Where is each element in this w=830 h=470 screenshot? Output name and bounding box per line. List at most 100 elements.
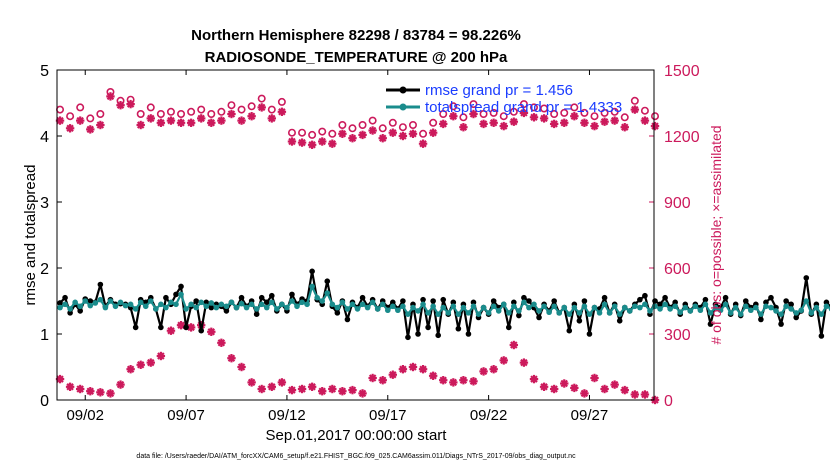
obs-assimilated-marker	[156, 118, 166, 127]
obs-assimilated-marker	[640, 116, 650, 125]
obs-possible-marker	[308, 130, 317, 139]
legend-rmse-label: rmse grand pr = 1.456	[425, 82, 573, 99]
totalspread-point	[92, 300, 99, 306]
rmse-point	[536, 314, 542, 321]
totalspread-point	[354, 306, 361, 312]
rmse-point	[263, 299, 270, 306]
obs-assimilated-marker	[307, 382, 317, 391]
obs-assimilated-marker	[328, 139, 337, 148]
obs-assimilated-marker	[146, 114, 155, 123]
obs-assimilated-marker	[449, 112, 458, 121]
totalspread-point	[57, 304, 63, 311]
plot-frame	[56, 69, 655, 401]
rmse-point	[465, 331, 472, 337]
obs-assimilated-marker	[348, 134, 357, 143]
obs-assimilated-marker	[549, 384, 559, 394]
obs-possible-marker	[640, 106, 649, 115]
obs-assimilated-marker	[439, 376, 448, 385]
obs-assimilated-marker	[96, 388, 105, 397]
y-left-tick-label: 3	[40, 195, 49, 212]
totalspread-point	[808, 310, 815, 316]
totalspread-point	[339, 299, 346, 306]
y-right-tick-label: 300	[664, 327, 691, 344]
rmse-point	[763, 299, 769, 306]
totalspread-point	[742, 303, 749, 310]
data-file-footnote: data file: /Users/raeder/DAI/ATM_forcXX/…	[136, 453, 576, 460]
totalspread-point	[364, 304, 371, 311]
obs-assimilated-marker	[106, 389, 115, 398]
totalspread-point	[400, 303, 406, 310]
rmse-point	[783, 298, 789, 304]
obs-assimilated-marker	[570, 112, 579, 121]
totalspread-point	[314, 294, 320, 301]
totalspread-point	[77, 303, 83, 310]
rmse-point	[268, 292, 275, 299]
obs-possible-marker	[156, 110, 165, 119]
obs-assimilated-marker	[217, 116, 226, 125]
obs-possible-marker	[237, 105, 246, 114]
obs-assimilated-marker	[318, 137, 327, 146]
obs-assimilated-marker	[600, 384, 609, 394]
obs-assimilated-marker	[418, 139, 428, 148]
totalspread-point	[581, 303, 588, 310]
obs-assimilated-marker	[136, 360, 145, 369]
rmse-point	[505, 324, 512, 331]
chart-title-line1: Northern Hemisphere 82298 / 83784 = 98.2…	[191, 27, 521, 44]
totalspread-point	[455, 311, 462, 318]
totalspread-point	[591, 304, 598, 311]
totalspread-point	[268, 299, 275, 306]
y-left-tick-label: 0	[40, 393, 49, 410]
rmse-point	[470, 299, 477, 306]
y-right-tick-label: 600	[664, 261, 691, 278]
rmse-point	[450, 299, 457, 306]
obs-assimilated-marker	[217, 338, 226, 347]
totalspread-point	[576, 310, 583, 316]
totalspread-point	[132, 306, 139, 312]
obs-possible-marker	[177, 110, 186, 119]
rmse-point	[526, 298, 532, 304]
y-axis-label-left: rmse and totalspread	[22, 165, 39, 306]
obs-assimilated-marker	[449, 378, 458, 387]
totalspread-point	[97, 296, 104, 303]
totalspread-point	[500, 301, 507, 308]
obs-possible-marker	[439, 110, 448, 119]
totalspread-point	[606, 310, 613, 316]
totalspread-point	[480, 304, 487, 311]
obs-possible-marker	[76, 103, 85, 112]
rmse-point	[521, 294, 527, 301]
totalspread-point	[67, 306, 73, 312]
obs-possible-marker	[86, 114, 95, 123]
obs-possible-marker	[529, 103, 538, 112]
rmse-point	[601, 294, 608, 301]
x-tick-label: 09/07	[167, 407, 205, 424]
totalspread-point	[405, 311, 411, 318]
obs-possible-marker	[146, 103, 155, 112]
totalspread-point	[697, 307, 704, 314]
obs-possible-marker	[630, 96, 639, 105]
totalspread-point	[379, 301, 386, 308]
obs-assimilated-marker	[358, 389, 367, 398]
obs-possible-marker	[580, 108, 589, 117]
obs-assimilated-marker	[176, 321, 186, 330]
totalspread-point	[445, 310, 452, 316]
obs-possible-marker	[610, 107, 619, 116]
obs-assimilated-marker	[207, 118, 216, 127]
rmse-point	[657, 301, 663, 308]
totalspread-point	[632, 303, 638, 310]
obs-assimilated-marker	[166, 326, 176, 335]
right-y-axis: 0 300 600 900 1200 1500	[649, 63, 700, 410]
obs-assimilated-marker	[65, 124, 75, 133]
rmse-point	[637, 296, 643, 303]
totalspread-point	[319, 298, 326, 304]
totalspread-point	[707, 310, 714, 316]
totalspread-point	[748, 307, 754, 314]
totalspread-point	[561, 304, 568, 311]
totalspread-point	[672, 303, 678, 310]
rmse-point	[87, 298, 94, 304]
rmse-point	[435, 332, 441, 339]
totalspread-point	[475, 311, 482, 318]
y-right-tick-label: 900	[664, 195, 691, 212]
obs-possible-marker	[368, 116, 377, 125]
obs-assimilated-marker	[257, 103, 266, 112]
rmse-point	[405, 334, 411, 341]
